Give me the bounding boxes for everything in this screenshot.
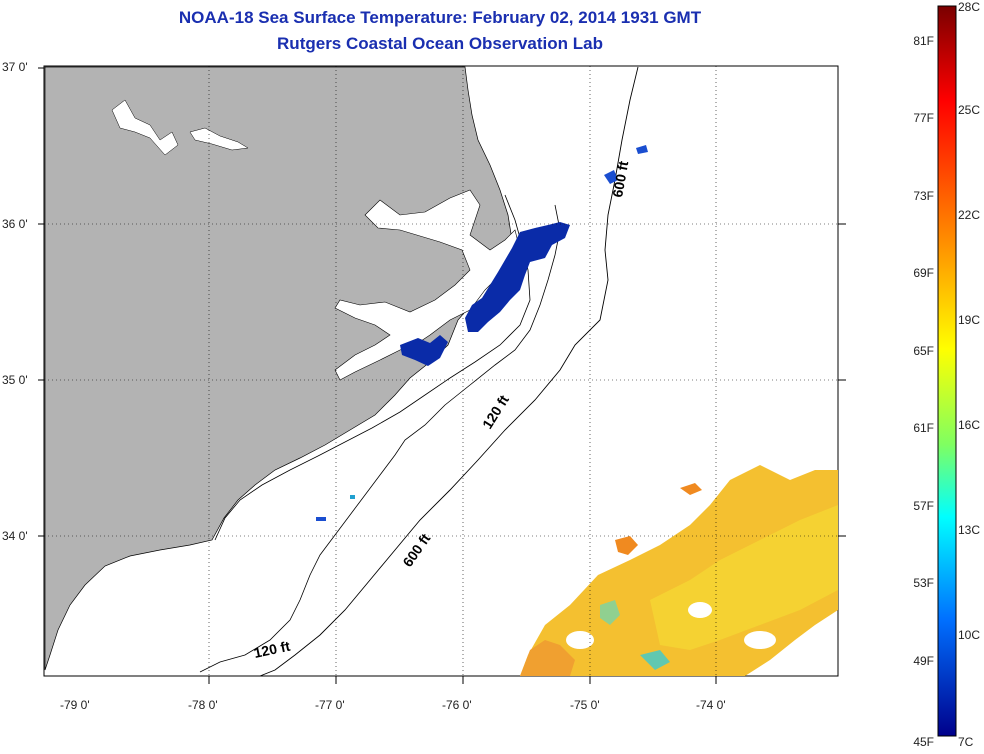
map-title: NOAA-18 Sea Surface Temperature: Februar…	[178, 8, 702, 27]
inland-water	[111, 99, 179, 156]
axis-ticks	[38, 67, 846, 684]
colorbar-label-c: 19C	[958, 313, 981, 327]
colorbar-label-f: 69F	[913, 266, 934, 280]
longitude-label: -75 0'	[570, 698, 600, 712]
longitude-label: -79 0'	[60, 698, 90, 712]
latitude-label: 37 0'	[2, 60, 28, 74]
barrier-island	[214, 194, 531, 541]
colorbar-label-c: 16C	[958, 418, 981, 432]
cold-water-patch	[465, 222, 570, 332]
latitude-label: 34 0'	[2, 529, 28, 543]
colorbar-label-c: 7C	[958, 735, 974, 749]
cloud-gap	[744, 631, 776, 649]
warm-water-patch	[520, 640, 575, 676]
colorbar-label-f: 53F	[913, 576, 934, 590]
colorbar-label-c: 13C	[958, 523, 981, 537]
colorbar	[937, 5, 957, 737]
cold-water-patch	[316, 517, 326, 521]
colorbar-label-c: 10C	[958, 628, 981, 642]
colorbar-label-f: 45F	[913, 735, 934, 749]
colorbar-label-f: 61F	[913, 421, 934, 435]
map-subtitle: Rutgers Coastal Ocean Observation Lab	[277, 34, 603, 53]
warm-water-patch	[615, 536, 638, 555]
contour-label: 120 ft	[252, 638, 291, 661]
cold-water-patch	[636, 145, 648, 154]
contour-label: 600 ft	[609, 159, 631, 198]
colorbar-label-c: 22C	[958, 208, 981, 222]
warm-water-patch	[640, 650, 670, 670]
longitude-label: -77 0'	[315, 698, 345, 712]
colorbar-label-f: 57F	[913, 499, 934, 513]
warm-water-patch	[680, 483, 702, 495]
cold-water-patch	[604, 170, 618, 184]
colorbar-label-c: 25C	[958, 103, 981, 117]
cold-water-patch	[350, 495, 355, 499]
colorbar-label-f: 73F	[913, 189, 934, 203]
sound-water	[334, 189, 521, 381]
cold-water-patch	[400, 335, 448, 366]
colorbar-label-f: 49F	[913, 654, 934, 668]
colorbar-label-f: 65F	[913, 344, 934, 358]
warm-water-patch	[600, 600, 620, 625]
contour-120ft	[199, 204, 561, 673]
latitude-label: 35 0'	[2, 373, 28, 387]
colorbar-label-c: 28C	[958, 0, 981, 14]
longitude-label: -76 0'	[442, 698, 472, 712]
graticule	[44, 66, 838, 676]
colorbar-label-f: 81F	[913, 34, 934, 48]
colorbar-label-f: 77F	[913, 111, 934, 125]
contour-600ft	[259, 66, 639, 677]
latitude-label: 36 0'	[2, 217, 28, 231]
inland-water	[189, 127, 249, 151]
longitude-label: -74 0'	[696, 698, 726, 712]
longitude-label: -78 0'	[188, 698, 218, 712]
cloud-gap	[566, 631, 594, 649]
cloud-gap	[688, 602, 712, 618]
